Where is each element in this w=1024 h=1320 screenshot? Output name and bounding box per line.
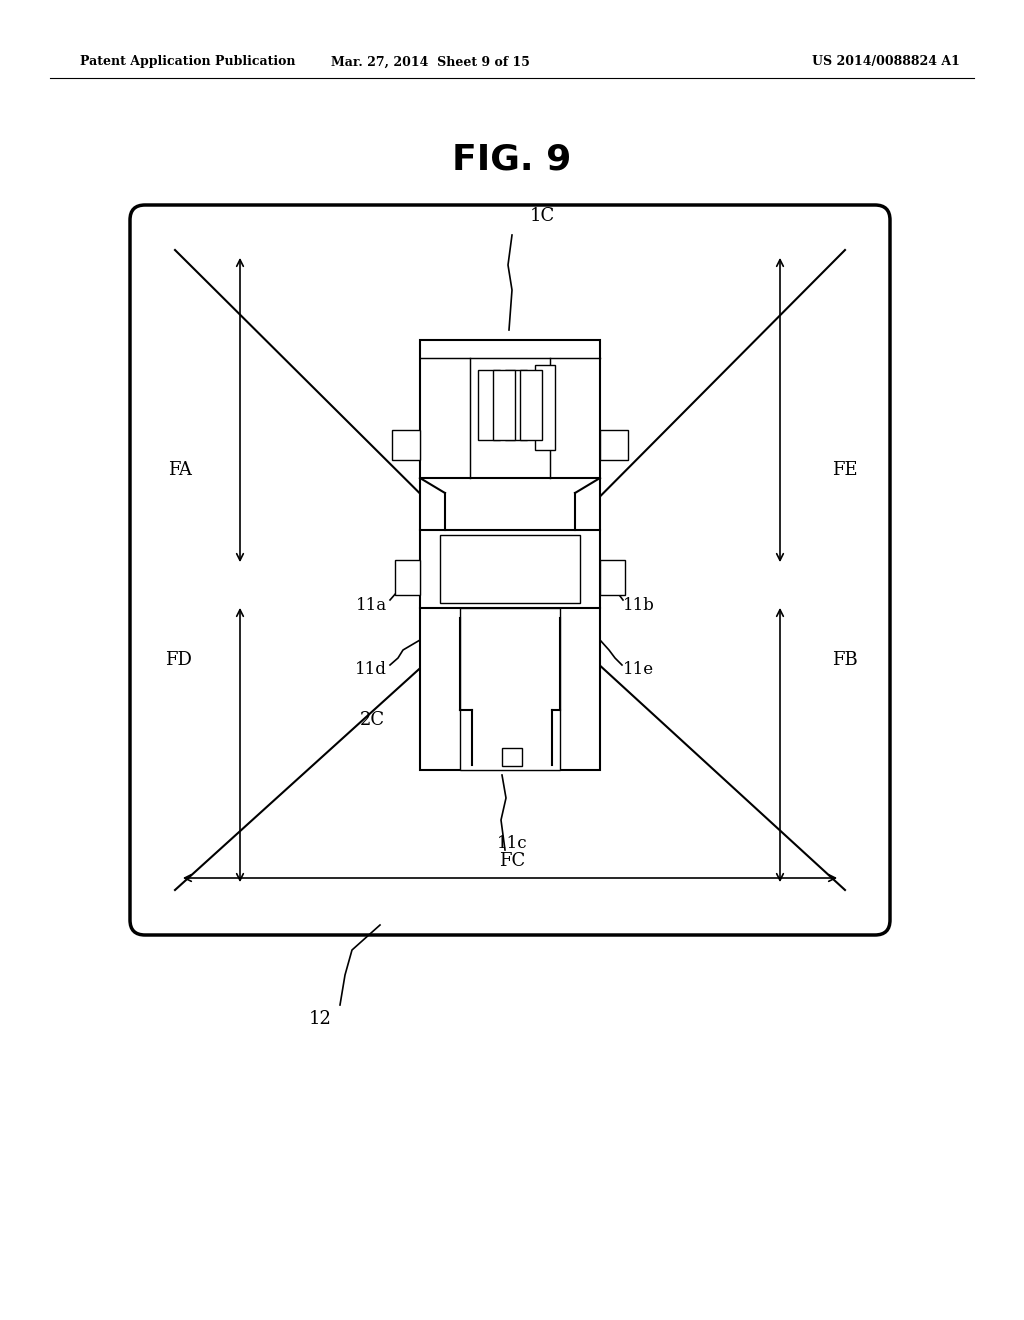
Bar (392, 430, 420, 459)
Text: FC: FC (499, 851, 525, 870)
Text: FIG. 9: FIG. 9 (453, 143, 571, 177)
Bar (395, 560, 420, 595)
Text: 11d: 11d (355, 661, 387, 678)
Bar (535, 366, 555, 450)
Text: FB: FB (831, 651, 858, 669)
Text: 2C: 2C (360, 711, 385, 729)
Bar (600, 430, 628, 459)
Text: 11c: 11c (497, 836, 527, 851)
Bar (502, 748, 522, 766)
Bar (478, 370, 500, 440)
Text: FD: FD (165, 651, 193, 669)
Text: Patent Application Publication: Patent Application Publication (80, 55, 296, 69)
Bar (440, 535, 580, 603)
Bar (460, 609, 560, 770)
Bar (520, 370, 542, 440)
Text: 11b: 11b (623, 597, 655, 614)
Text: 1C: 1C (530, 207, 555, 224)
Text: 11e: 11e (623, 661, 654, 678)
Text: FE: FE (831, 461, 858, 479)
Bar (493, 370, 515, 440)
Bar (505, 370, 527, 440)
Text: 12: 12 (308, 1010, 332, 1028)
Text: US 2014/0088824 A1: US 2014/0088824 A1 (812, 55, 961, 69)
Text: Mar. 27, 2014  Sheet 9 of 15: Mar. 27, 2014 Sheet 9 of 15 (331, 55, 529, 69)
Bar (600, 560, 625, 595)
Text: FA: FA (168, 461, 193, 479)
Bar (420, 341, 600, 770)
Text: 11a: 11a (356, 597, 387, 614)
FancyBboxPatch shape (130, 205, 890, 935)
